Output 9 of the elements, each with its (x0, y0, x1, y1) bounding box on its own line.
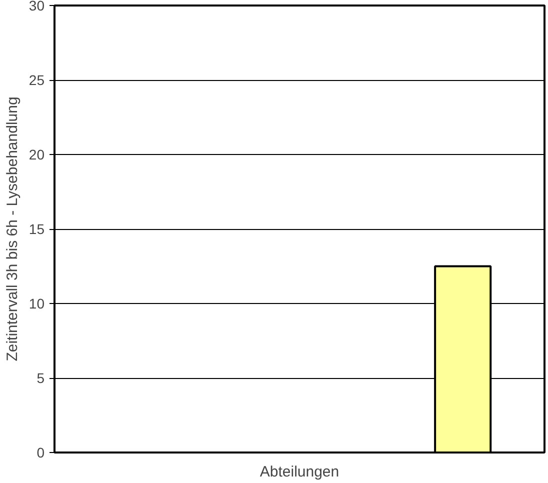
y-tick-label: 10 (28, 296, 45, 312)
y-axis-title: Zeitintervall 3h bis 6h - Lysebehandlung (4, 96, 21, 362)
y-tick-label: 30 (28, 0, 45, 14)
y-tick-label: 15 (28, 221, 45, 237)
y-tick-label: 0 (36, 444, 45, 460)
y-tick-label: 25 (28, 72, 45, 88)
x-axis-title: Abteilungen (260, 464, 340, 480)
y-tick-label: 20 (28, 146, 45, 162)
y-tick-label: 5 (36, 370, 45, 386)
